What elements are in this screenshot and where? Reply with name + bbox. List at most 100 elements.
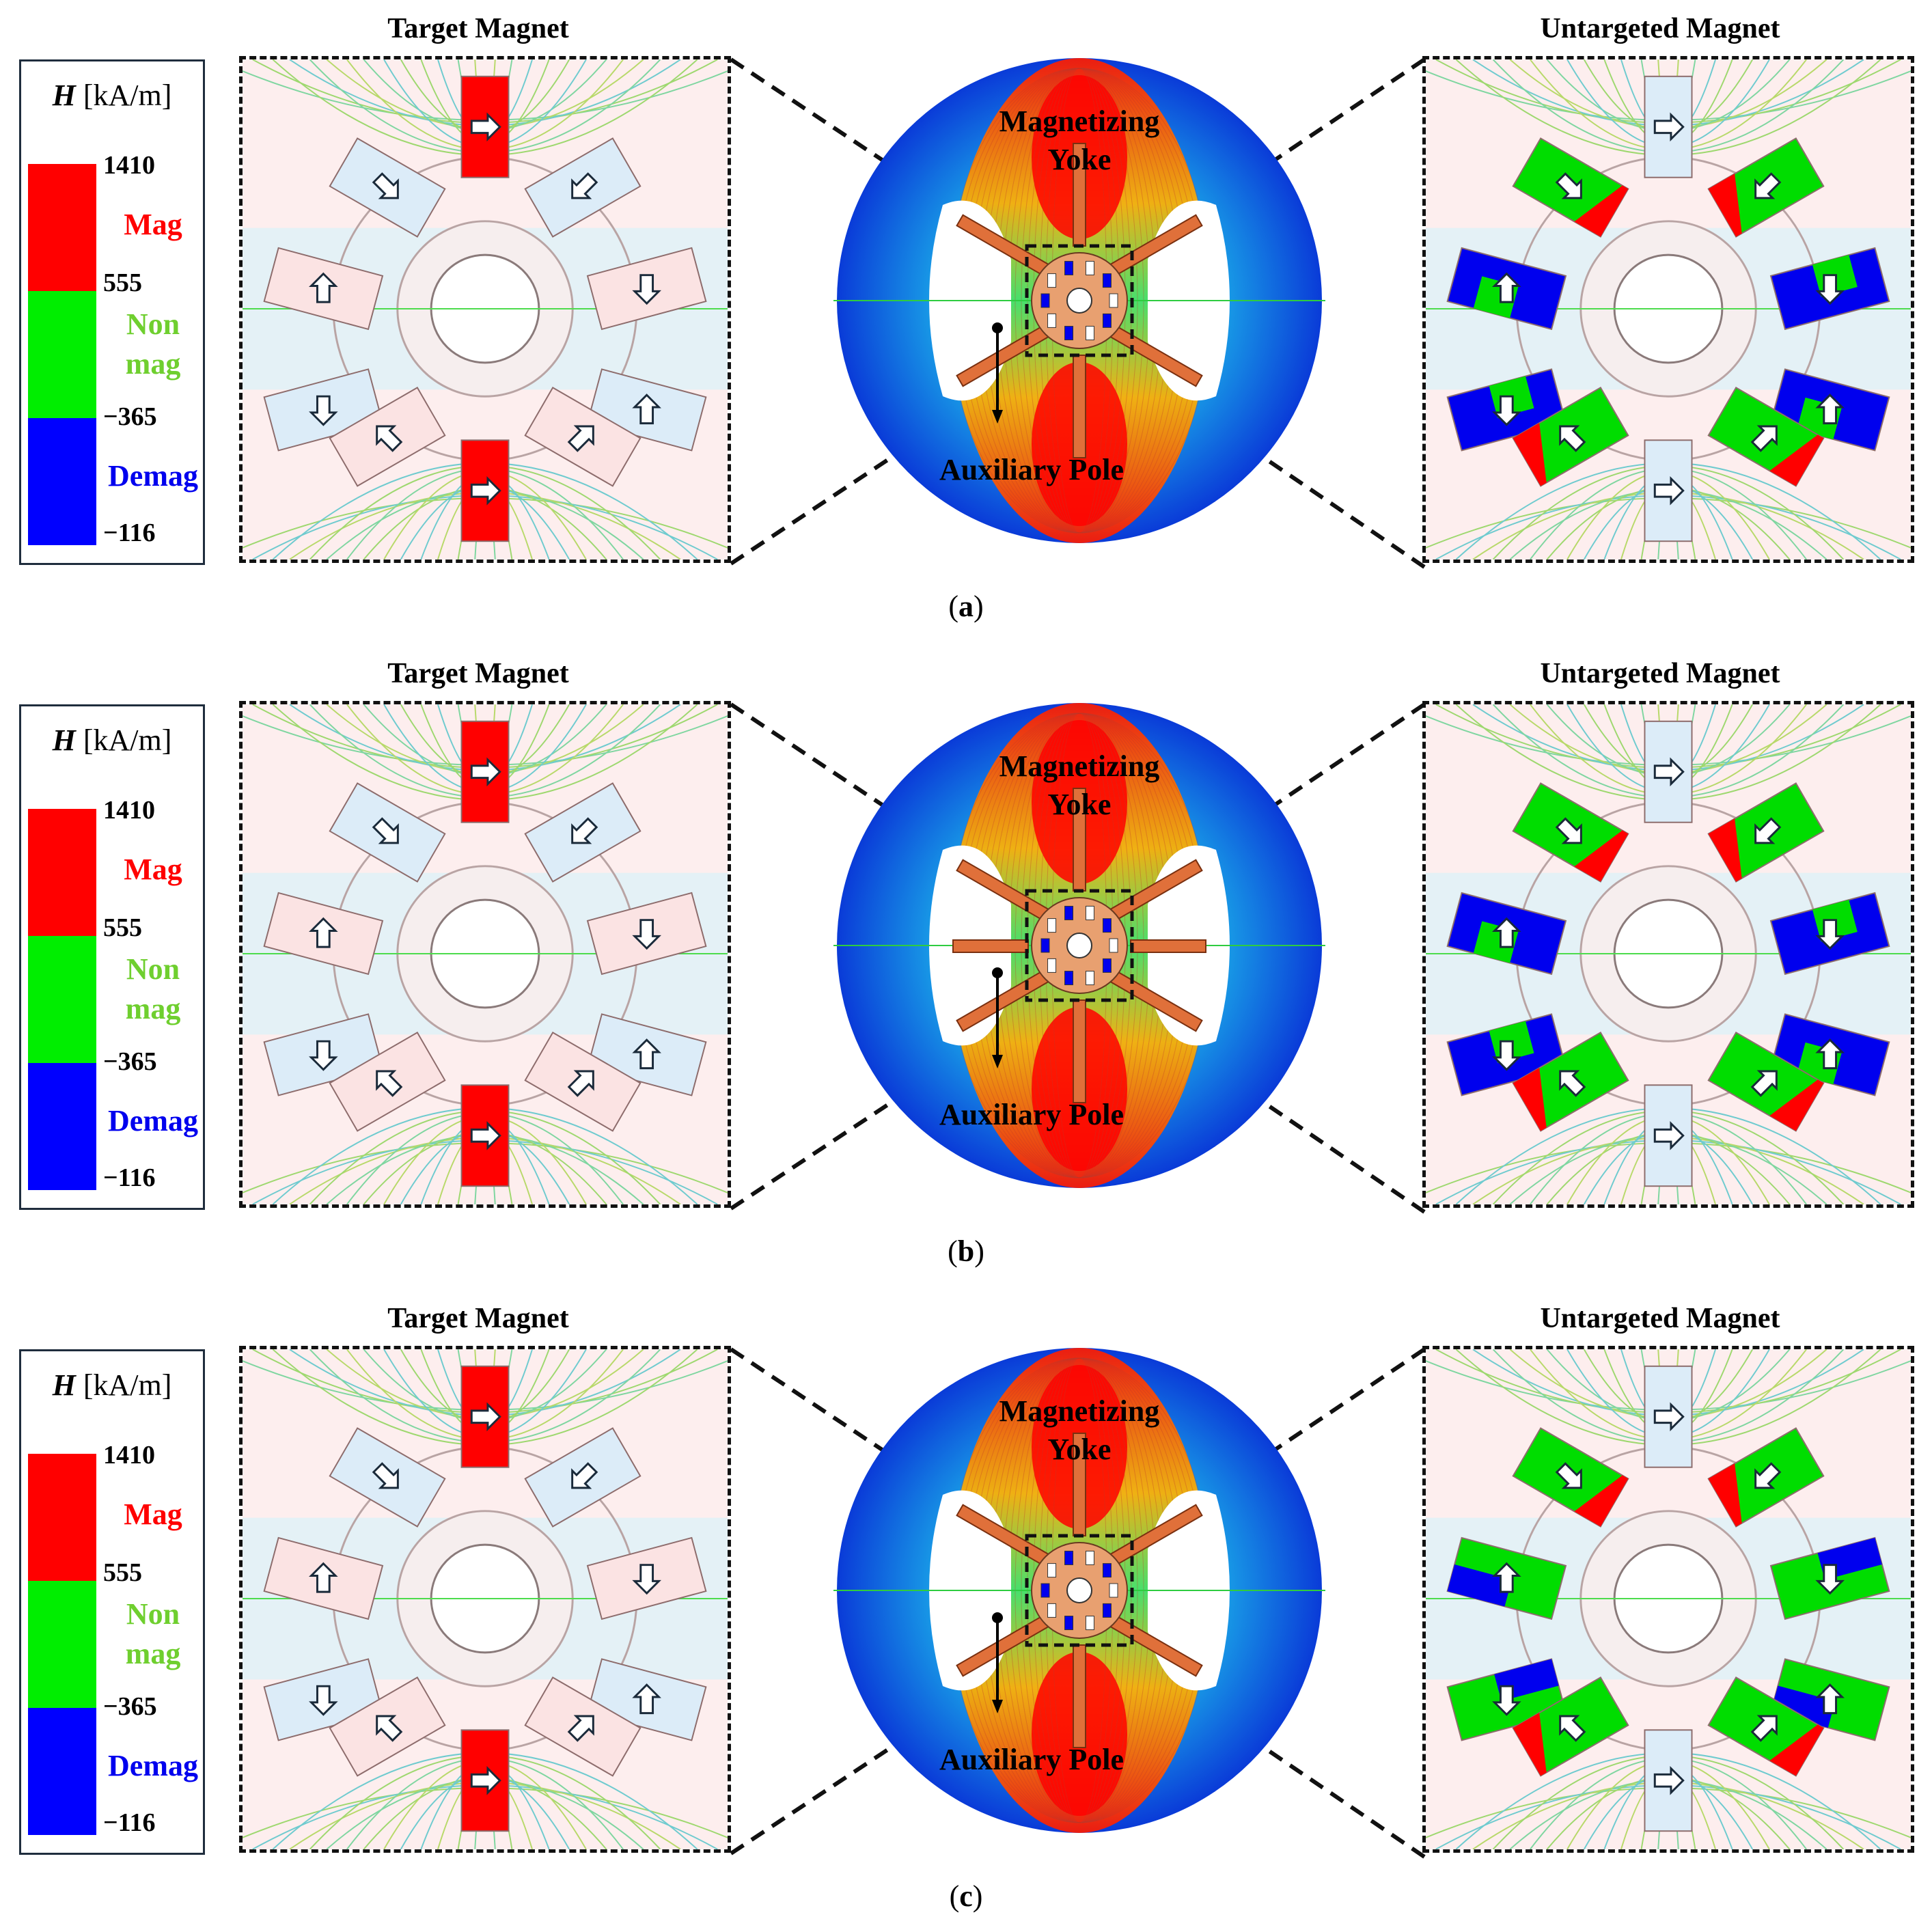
magnet-segment	[1707, 387, 1825, 487]
magnet-segment	[1512, 1427, 1629, 1528]
magnet-segment	[524, 782, 641, 883]
legend-mag-band	[28, 1454, 96, 1581]
magnet-segment	[460, 439, 510, 542]
target-magnet-title: Target Magnet	[387, 658, 569, 689]
magnetization-arrow-icon	[1492, 917, 1521, 948]
legend-mag2-label: mag	[125, 347, 181, 381]
target-magnet-zoom	[239, 701, 731, 1208]
magnetization-arrow-icon	[1815, 919, 1845, 950]
legend-tick-minus116: −116	[103, 519, 156, 547]
magnetization-arrow-icon	[1815, 394, 1845, 425]
magnetization-arrow-icon	[309, 272, 338, 303]
magnet-segment	[263, 247, 384, 331]
magnetization-arrow-icon	[1754, 172, 1782, 199]
legend-mag-label: Mag	[124, 853, 182, 886]
zoom-region-box	[1025, 889, 1134, 1002]
magnetization-arrow-icon	[1653, 1765, 1685, 1795]
untargeted-magnet-title: Untargeted Magnet	[1540, 1303, 1780, 1334]
magnetization-arrow-icon	[1653, 1402, 1685, 1432]
auxiliary-pole-label: Auxiliary Pole	[939, 1098, 1124, 1131]
magnetization-arrow-icon	[1754, 1462, 1782, 1489]
magnet-segment	[1644, 720, 1693, 823]
magnetization-arrow-icon	[1492, 272, 1521, 303]
panel-a: H [kA/m] 1410 Mag 555 Non mag −365 Demag…	[0, 0, 1932, 642]
legend-mag-band	[28, 164, 96, 291]
magnet-segment	[1644, 1729, 1693, 1832]
magnetization-arrow-icon	[1815, 1564, 1845, 1595]
panel-caption: (a)	[948, 590, 984, 623]
legend-mag2-label: mag	[125, 992, 181, 1025]
magnet-segment	[263, 1536, 384, 1620]
magnetization-arrow-icon	[1653, 112, 1685, 142]
legend-non-band	[28, 291, 96, 418]
legend-mag-label: Mag	[124, 1498, 182, 1531]
magnet-segment	[524, 1676, 641, 1777]
magnetization-arrow-icon	[1555, 172, 1582, 199]
magnet-segment	[1769, 1536, 1890, 1620]
magnet-segment	[1512, 1032, 1629, 1132]
magnetization-arrow-icon	[567, 1070, 594, 1097]
legend-tick-minus365: −365	[103, 402, 157, 431]
magnetization-arrow-icon	[571, 817, 598, 844]
magnetization-arrow-icon	[567, 425, 594, 452]
legend-tick-minus365: −365	[103, 1047, 157, 1076]
magnetization-arrow-icon	[470, 1765, 501, 1795]
legend-tick-555: 555	[103, 268, 142, 297]
magnetization-arrow-icon	[1555, 817, 1582, 844]
panel-caption: (c)	[949, 1879, 983, 1913]
magnet-segment	[460, 720, 510, 823]
legend-non-label: Non	[126, 307, 180, 341]
auxiliary-pole-label: Auxiliary Pole	[939, 453, 1124, 486]
magnetization-arrow-icon	[1559, 1070, 1586, 1097]
untargeted-magnet-zoom	[1422, 701, 1914, 1208]
magnetization-arrow-icon	[632, 274, 661, 305]
panel-caption: (b)	[948, 1234, 984, 1268]
magnet-segment	[1644, 1084, 1693, 1187]
magnetization-arrow-icon	[372, 1462, 399, 1489]
magnet-segment	[1644, 1365, 1693, 1468]
magnetization-arrow-icon	[376, 425, 403, 452]
magnet-segment	[524, 1032, 641, 1132]
legend-tick-minus116: −116	[103, 1808, 156, 1837]
magnet-segment	[524, 137, 641, 238]
magnet-segment	[263, 892, 384, 976]
magnetization-arrow-icon	[1492, 1040, 1521, 1071]
target-magnet-title: Target Magnet	[387, 13, 569, 44]
legend-demag-label: Demag	[108, 1749, 198, 1782]
magnetization-arrow-icon	[470, 112, 501, 142]
magnetization-arrow-icon	[1750, 1715, 1778, 1742]
magnetization-arrow-icon	[1492, 1562, 1521, 1593]
magnetization-arrow-icon	[309, 1685, 338, 1716]
magnet-segment	[586, 892, 707, 976]
magnet-segment	[460, 1729, 510, 1832]
magnetization-arrow-icon	[1492, 1685, 1521, 1716]
colorbar-legend: H [kA/m] 1410 Mag 555 Non mag −365 Demag…	[19, 59, 205, 565]
magnetizing-fixture-field-plot	[833, 55, 1325, 547]
legend-non-label: Non	[126, 1597, 180, 1631]
magnet-segment	[329, 137, 446, 238]
zoom-region-box	[1025, 244, 1134, 357]
legend-title: H [kA/m]	[52, 1368, 172, 1402]
magnetization-arrow-icon	[1653, 1120, 1685, 1150]
legend-demag-label: Demag	[108, 1104, 198, 1137]
magnet-segment	[1644, 75, 1693, 178]
target-magnet-zoom	[239, 56, 731, 563]
untargeted-magnet-zoom	[1422, 1346, 1914, 1853]
panel-b: H [kA/m] 1410 Mag 555 Non mag −365 Demag…	[0, 645, 1932, 1287]
magnet-segment	[460, 1084, 510, 1187]
magnet-segment	[329, 387, 446, 487]
untargeted-magnet-title: Untargeted Magnet	[1540, 13, 1780, 44]
magnet-segment	[1707, 1427, 1825, 1528]
arrow-down-icon	[992, 1055, 1003, 1068]
magnet-segment	[1644, 439, 1693, 542]
magnetization-arrow-icon	[1559, 425, 1586, 452]
magnetization-arrow-icon	[632, 1683, 661, 1715]
legend-tick-555: 555	[103, 913, 142, 942]
magnetization-arrow-icon	[470, 1402, 501, 1432]
magnetization-arrow-icon	[376, 1715, 403, 1742]
magnet-segment	[1512, 1676, 1629, 1777]
magnetization-arrow-icon	[632, 1564, 661, 1595]
magnet-segment	[1707, 1032, 1825, 1132]
magnetizing-yoke-label: Magnetizing Yoke	[999, 105, 1160, 176]
magnetization-arrow-icon	[372, 817, 399, 844]
